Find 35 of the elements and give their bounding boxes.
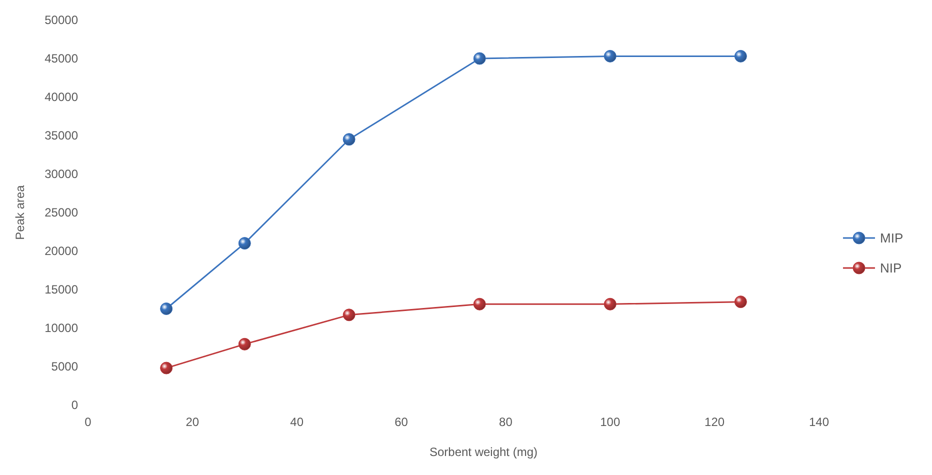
x-tick-label: 0 [84, 415, 92, 429]
x-tick-label: 140 [808, 415, 830, 429]
x-tick-label: 60 [394, 415, 408, 429]
x-tick-label: 120 [704, 415, 725, 429]
point [238, 338, 251, 350]
point [342, 308, 356, 322]
y-tick-label: 20000 [44, 244, 78, 258]
point [473, 52, 486, 65]
y-tick-label: 50000 [44, 13, 78, 28]
point [734, 50, 747, 62]
y-axis-title: Peak area [13, 184, 27, 240]
point [238, 237, 251, 250]
y-tick-label: 5000 [51, 360, 78, 374]
y-tick-label: 25000 [44, 206, 78, 220]
point [342, 133, 356, 146]
point [734, 296, 747, 308]
point [160, 362, 173, 374]
point [604, 50, 616, 62]
point [160, 302, 173, 315]
y-tick-label: 30000 [44, 167, 78, 182]
y-tick-label: 10000 [44, 321, 78, 336]
x-tick-label: 40 [290, 415, 304, 429]
y-tick-label: 40000 [44, 90, 78, 104]
point [604, 298, 616, 310]
y-tick-label: 45000 [44, 52, 78, 66]
x-tick-label: 80 [499, 415, 513, 429]
point [473, 298, 486, 310]
y-tick-label: 15000 [44, 282, 78, 297]
y-tick-label: 0 [71, 398, 78, 412]
y-tick-label: 35000 [44, 128, 78, 143]
x-axis-title: Sorbent weight (mg) [429, 445, 538, 459]
legend-label: NIP [880, 260, 902, 276]
x-tick-label: 20 [186, 415, 200, 429]
legend-label: MIP [880, 230, 904, 246]
x-tick-label: 100 [600, 415, 620, 429]
